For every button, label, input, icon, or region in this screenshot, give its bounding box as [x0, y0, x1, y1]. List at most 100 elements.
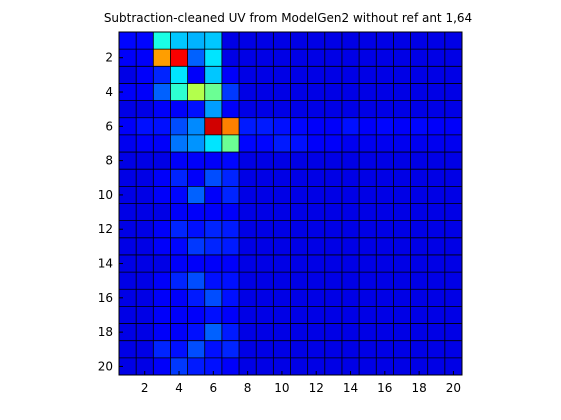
heatmap-cell [427, 272, 445, 290]
heatmap-cell [324, 117, 342, 135]
heatmap-cell [427, 237, 445, 255]
heatmap-cell [359, 83, 377, 101]
x-tick-label: 6 [210, 381, 218, 395]
heatmap-cell [444, 203, 462, 221]
heatmap-cell [119, 100, 137, 118]
heatmap-cell [410, 203, 428, 221]
heatmap-cell [239, 134, 257, 153]
heatmap-cell [341, 49, 360, 67]
heatmap-cell [239, 237, 257, 255]
heatmap-cell [376, 66, 394, 84]
heatmap-cell [204, 169, 222, 187]
heatmap-cell [170, 152, 188, 170]
heatmap-cell [119, 357, 137, 375]
heatmap-cell [170, 32, 188, 50]
heatmap-cell [307, 272, 325, 290]
heatmap-cell [307, 254, 325, 273]
heatmap-cell [170, 237, 188, 255]
heatmap-cell [427, 186, 445, 204]
heatmap-cell [119, 323, 137, 341]
heatmap-cell [256, 289, 274, 307]
heatmap-cell [170, 306, 188, 324]
heatmap-cell [393, 220, 411, 238]
heatmap-cell [204, 83, 222, 101]
heatmap-cell [376, 152, 394, 170]
heatmap-cell [239, 357, 257, 375]
heatmap-cell [187, 152, 205, 170]
heatmap-cell [273, 152, 291, 170]
heatmap-cell [376, 357, 394, 375]
heatmap-cell [427, 169, 445, 187]
heatmap-cell [359, 340, 377, 358]
heatmap-cell [341, 203, 360, 221]
heatmap-cell [290, 220, 308, 238]
heatmap-cell [359, 66, 377, 84]
heatmap-cell [187, 289, 205, 307]
heatmap-cell [239, 169, 257, 187]
heatmap-cell [290, 340, 308, 358]
heatmap-cell [221, 203, 240, 221]
heatmap-cell [307, 32, 325, 50]
heatmap-cell [204, 220, 222, 238]
heatmap-cell [427, 100, 445, 118]
heatmap-cell [273, 169, 291, 187]
heatmap-cell [410, 340, 428, 358]
heatmap-cell [187, 306, 205, 324]
heatmap-cell [119, 134, 137, 153]
heatmap-cell [341, 340, 360, 358]
y-tick-label: 10 [98, 188, 113, 202]
heatmap-cell [393, 357, 411, 375]
heatmap-cell [119, 203, 137, 221]
heatmap-cell [273, 340, 291, 358]
heatmap-cell [221, 134, 240, 153]
heatmap-cell [341, 289, 360, 307]
heatmap-cell [307, 340, 325, 358]
heatmap-cell [341, 254, 360, 273]
heatmap-cell [273, 49, 291, 67]
heatmap-cell [239, 83, 257, 101]
heatmap-cell [359, 289, 377, 307]
plot-frame [118, 31, 463, 376]
heatmap-cell [290, 83, 308, 101]
heatmap-cell [444, 289, 462, 307]
heatmap-cell [444, 186, 462, 204]
heatmap-cell [204, 289, 222, 307]
heatmap-cell [119, 117, 137, 135]
heatmap-cell [187, 66, 205, 84]
heatmap-cell [307, 152, 325, 170]
heatmap-cell [376, 169, 394, 187]
heatmap-cell [359, 134, 377, 153]
heatmap-cell [410, 254, 428, 273]
heatmap-cell [153, 83, 171, 101]
heatmap-cell [393, 323, 411, 341]
heatmap-cell [307, 357, 325, 375]
heatmap-cell [256, 237, 274, 255]
heatmap-cell [273, 134, 291, 153]
heatmap-cell [427, 134, 445, 153]
heatmap-cell [136, 100, 154, 118]
heatmap-cell [221, 152, 240, 170]
heatmap-cell [136, 32, 154, 50]
heatmap-cell [376, 49, 394, 67]
heatmap-cell [256, 32, 274, 50]
heatmap-cell [221, 100, 240, 118]
heatmap-cell [324, 186, 342, 204]
x-tick-label: 18 [411, 381, 426, 395]
heatmap-cell [307, 306, 325, 324]
heatmap-cell [359, 152, 377, 170]
heatmap-cell [221, 169, 240, 187]
heatmap-cell [376, 289, 394, 307]
heatmap-cell [119, 306, 137, 324]
heatmap-cell [136, 323, 154, 341]
heatmap-cell [290, 66, 308, 84]
heatmap-cell [290, 254, 308, 273]
y-tick-label: 2 [105, 51, 113, 65]
heatmap-cell [410, 272, 428, 290]
heatmap-cell [290, 272, 308, 290]
heatmap-cell [221, 254, 240, 273]
heatmap-cell [204, 66, 222, 84]
heatmap-cell [187, 186, 205, 204]
heatmap-cell [324, 100, 342, 118]
heatmap-cell [204, 340, 222, 358]
heatmap-cell [307, 220, 325, 238]
